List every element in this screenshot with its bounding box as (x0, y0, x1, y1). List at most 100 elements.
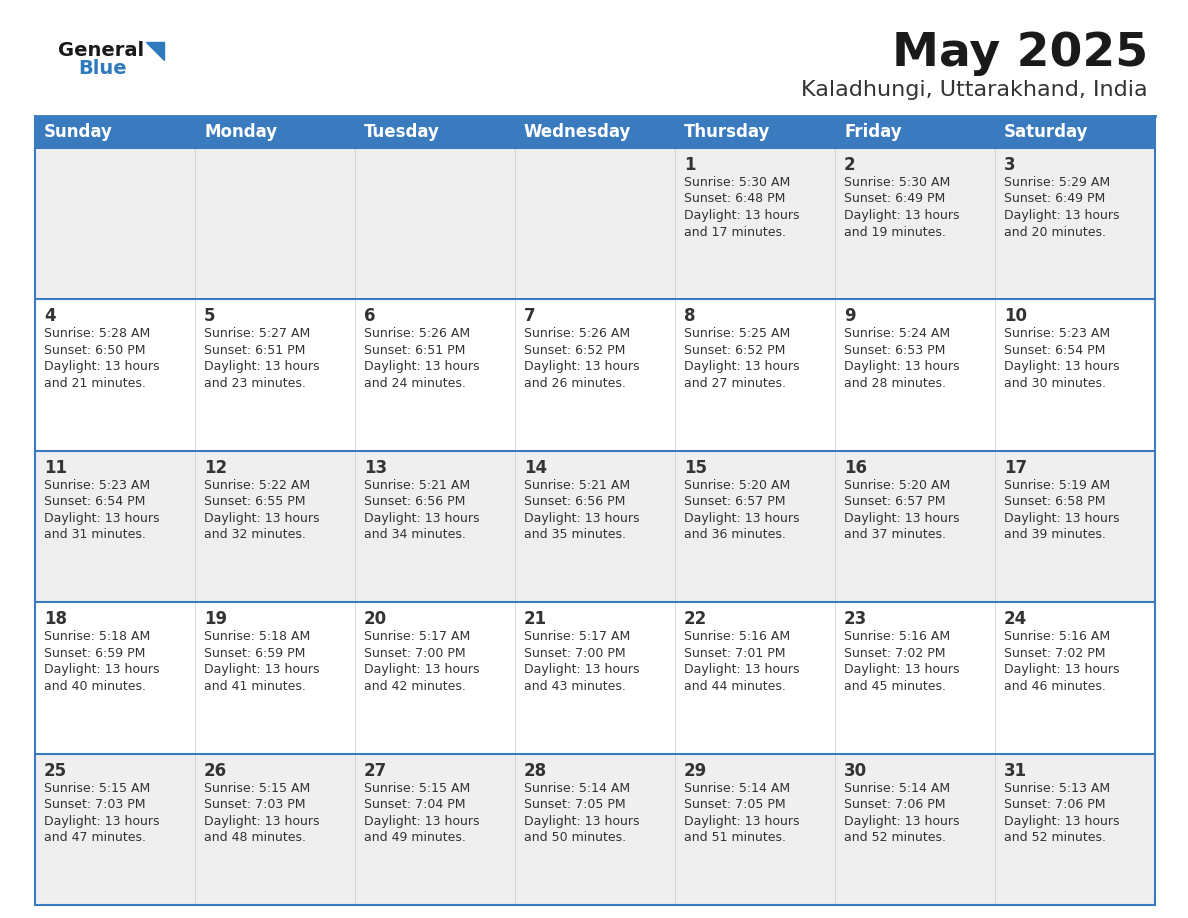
Text: Tuesday: Tuesday (364, 123, 440, 141)
Text: Daylight: 13 hours: Daylight: 13 hours (204, 814, 320, 828)
Text: Wednesday: Wednesday (524, 123, 631, 141)
Text: Sunset: 6:48 PM: Sunset: 6:48 PM (684, 193, 785, 206)
Text: Daylight: 13 hours: Daylight: 13 hours (684, 361, 800, 374)
Text: Sunset: 6:59 PM: Sunset: 6:59 PM (44, 646, 145, 660)
Bar (34, 116, 195, 148)
Text: 16: 16 (843, 459, 867, 476)
Text: Daylight: 13 hours: Daylight: 13 hours (843, 209, 960, 222)
Text: Sunset: 7:04 PM: Sunset: 7:04 PM (364, 798, 466, 812)
Text: 7: 7 (524, 308, 536, 325)
Bar (835, 148, 996, 299)
Text: Daylight: 13 hours: Daylight: 13 hours (684, 209, 800, 222)
Text: Daylight: 13 hours: Daylight: 13 hours (44, 663, 159, 677)
Text: Daylight: 13 hours: Daylight: 13 hours (364, 663, 480, 677)
Text: Sunset: 6:56 PM: Sunset: 6:56 PM (364, 496, 466, 509)
Text: Daylight: 13 hours: Daylight: 13 hours (524, 814, 639, 828)
Bar (355, 148, 516, 299)
Bar (835, 602, 996, 754)
Text: 2: 2 (843, 156, 855, 174)
Text: Sunrise: 5:19 AM: Sunrise: 5:19 AM (1004, 479, 1110, 492)
Text: 17: 17 (1004, 459, 1028, 476)
Text: Daylight: 13 hours: Daylight: 13 hours (684, 663, 800, 677)
Text: Sunset: 6:56 PM: Sunset: 6:56 PM (524, 496, 625, 509)
Text: Sunset: 6:58 PM: Sunset: 6:58 PM (1004, 496, 1106, 509)
Bar (996, 754, 1155, 905)
Bar (675, 451, 835, 602)
Text: and 51 minutes.: and 51 minutes. (684, 831, 786, 844)
Text: Daylight: 13 hours: Daylight: 13 hours (44, 814, 159, 828)
Text: 18: 18 (44, 610, 67, 628)
Text: 23: 23 (843, 610, 867, 628)
Bar (355, 451, 516, 602)
Text: Sunrise: 5:22 AM: Sunrise: 5:22 AM (204, 479, 310, 492)
Text: Sunrise: 5:25 AM: Sunrise: 5:25 AM (684, 328, 790, 341)
Bar (516, 299, 675, 451)
Text: 3: 3 (1004, 156, 1016, 174)
Text: and 47 minutes.: and 47 minutes. (44, 831, 146, 844)
Bar (835, 116, 996, 148)
Text: Daylight: 13 hours: Daylight: 13 hours (684, 814, 800, 828)
Text: Sunset: 7:02 PM: Sunset: 7:02 PM (1004, 646, 1106, 660)
Bar (195, 754, 355, 905)
Text: Sunday: Sunday (44, 123, 113, 141)
Text: and 21 minutes.: and 21 minutes. (44, 377, 146, 390)
Text: Sunrise: 5:24 AM: Sunrise: 5:24 AM (843, 328, 950, 341)
Text: Friday: Friday (843, 123, 902, 141)
Text: Monday: Monday (204, 123, 277, 141)
Text: 22: 22 (684, 610, 707, 628)
Text: and 52 minutes.: and 52 minutes. (843, 831, 946, 844)
Text: Sunset: 7:06 PM: Sunset: 7:06 PM (1004, 798, 1106, 812)
Text: 1: 1 (684, 156, 695, 174)
Text: and 37 minutes.: and 37 minutes. (843, 528, 946, 542)
Text: Daylight: 13 hours: Daylight: 13 hours (843, 512, 960, 525)
Text: May 2025: May 2025 (892, 30, 1148, 75)
Text: Sunrise: 5:16 AM: Sunrise: 5:16 AM (843, 630, 950, 644)
Text: and 48 minutes.: and 48 minutes. (204, 831, 307, 844)
Text: 24: 24 (1004, 610, 1028, 628)
Text: Daylight: 13 hours: Daylight: 13 hours (843, 361, 960, 374)
Text: Kaladhungi, Uttarakhand, India: Kaladhungi, Uttarakhand, India (802, 80, 1148, 100)
Text: 10: 10 (1004, 308, 1026, 325)
Text: Sunset: 7:03 PM: Sunset: 7:03 PM (204, 798, 305, 812)
Text: and 50 minutes.: and 50 minutes. (524, 831, 626, 844)
Text: and 36 minutes.: and 36 minutes. (684, 528, 786, 542)
Bar (516, 148, 675, 299)
Text: Daylight: 13 hours: Daylight: 13 hours (44, 361, 159, 374)
Text: Sunset: 6:51 PM: Sunset: 6:51 PM (204, 344, 305, 357)
Bar (996, 299, 1155, 451)
Text: 31: 31 (1004, 762, 1028, 779)
Bar (675, 754, 835, 905)
Text: 15: 15 (684, 459, 707, 476)
Text: and 35 minutes.: and 35 minutes. (524, 528, 626, 542)
Text: and 17 minutes.: and 17 minutes. (684, 226, 786, 239)
Text: Sunset: 6:50 PM: Sunset: 6:50 PM (44, 344, 145, 357)
Text: Daylight: 13 hours: Daylight: 13 hours (1004, 361, 1119, 374)
Text: Sunset: 6:49 PM: Sunset: 6:49 PM (1004, 193, 1105, 206)
Text: Sunset: 6:53 PM: Sunset: 6:53 PM (843, 344, 946, 357)
Bar (996, 116, 1155, 148)
Text: 28: 28 (524, 762, 548, 779)
Text: 20: 20 (364, 610, 387, 628)
Text: and 19 minutes.: and 19 minutes. (843, 226, 946, 239)
Text: 21: 21 (524, 610, 548, 628)
Text: and 31 minutes.: and 31 minutes. (44, 528, 146, 542)
Text: Sunset: 6:57 PM: Sunset: 6:57 PM (684, 496, 785, 509)
Text: Sunset: 6:57 PM: Sunset: 6:57 PM (843, 496, 946, 509)
Text: Sunrise: 5:20 AM: Sunrise: 5:20 AM (843, 479, 950, 492)
Text: and 26 minutes.: and 26 minutes. (524, 377, 626, 390)
Text: Daylight: 13 hours: Daylight: 13 hours (44, 512, 159, 525)
Text: Daylight: 13 hours: Daylight: 13 hours (364, 512, 480, 525)
Bar (355, 299, 516, 451)
Text: Sunset: 6:59 PM: Sunset: 6:59 PM (204, 646, 305, 660)
Text: Sunrise: 5:17 AM: Sunrise: 5:17 AM (364, 630, 470, 644)
Text: 6: 6 (364, 308, 375, 325)
Text: and 28 minutes.: and 28 minutes. (843, 377, 946, 390)
Bar (516, 754, 675, 905)
Text: Daylight: 13 hours: Daylight: 13 hours (684, 512, 800, 525)
Text: Sunrise: 5:16 AM: Sunrise: 5:16 AM (684, 630, 790, 644)
Text: Sunrise: 5:26 AM: Sunrise: 5:26 AM (364, 328, 470, 341)
Bar (835, 451, 996, 602)
Text: Sunrise: 5:18 AM: Sunrise: 5:18 AM (204, 630, 310, 644)
Text: Sunset: 7:06 PM: Sunset: 7:06 PM (843, 798, 946, 812)
Text: 11: 11 (44, 459, 67, 476)
